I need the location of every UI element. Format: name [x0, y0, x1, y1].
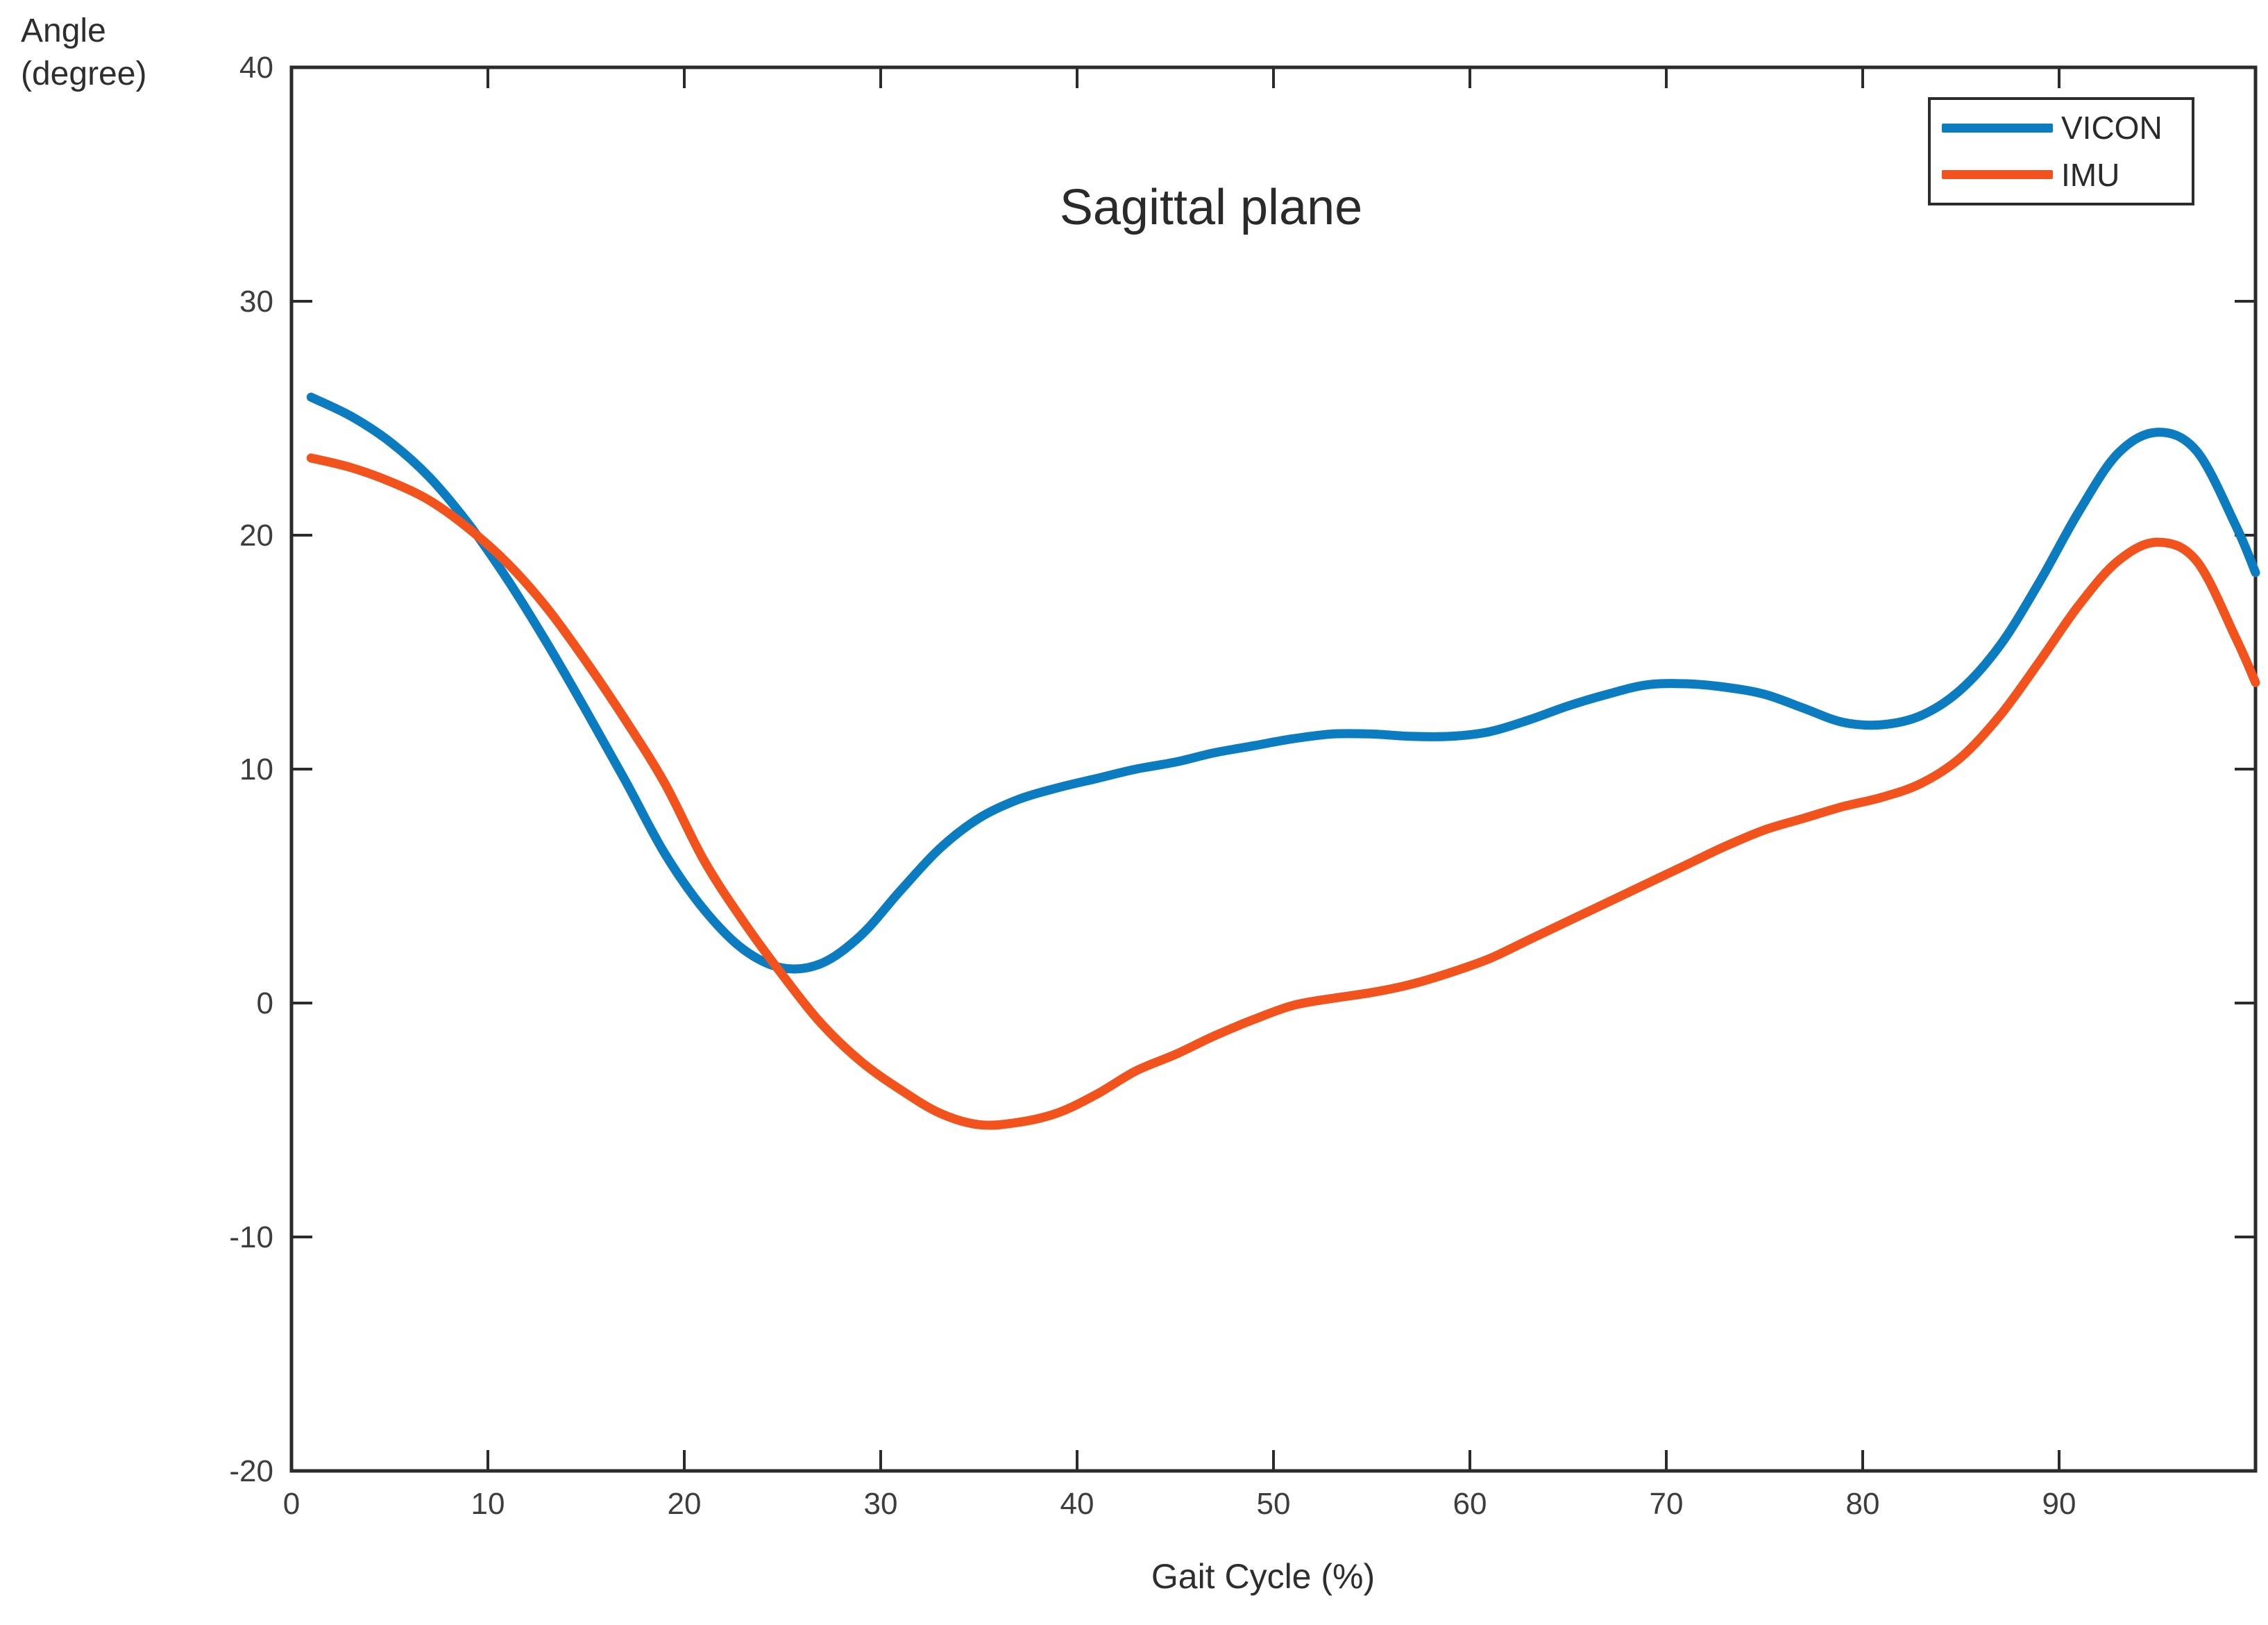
x-tick-label: 80 — [1846, 1487, 1880, 1521]
legend-item-vicon: VICON — [1931, 109, 2192, 146]
y-tick-label: -10 — [229, 1220, 273, 1254]
x-tick-label: 40 — [1060, 1487, 1094, 1521]
y-tick-label: -20 — [229, 1454, 273, 1488]
chart-title: Sagittal plane — [1059, 180, 1363, 235]
x-tick-label: 50 — [1257, 1487, 1291, 1521]
imu-line — [306, 453, 2260, 1130]
legend-label-vicon: VICON — [2061, 110, 2163, 146]
y-tick-label: 20 — [239, 519, 273, 553]
y-tick-label: 30 — [239, 285, 273, 319]
x-tick-label: 20 — [668, 1487, 702, 1521]
y-axis-label-line2: (degree) — [21, 56, 147, 92]
x-tick-label: 60 — [1453, 1487, 1487, 1521]
x-tick-label: 10 — [471, 1487, 505, 1521]
x-axis-label: Gait Cycle (%) — [1151, 1557, 1376, 1596]
y-axis-label: Angle (degree) — [21, 10, 146, 96]
vicon-line — [306, 392, 2260, 974]
legend: VICON IMU — [1928, 97, 2194, 205]
vicon-line-swatch — [1942, 123, 2053, 133]
x-tick-label: 70 — [1650, 1487, 1684, 1521]
y-axis-label-line1: Angle — [21, 12, 106, 49]
x-tick-label: 90 — [2042, 1487, 2076, 1521]
y-tick-label: 10 — [239, 752, 273, 786]
x-tick-label: 0 — [283, 1487, 300, 1521]
x-tick-label: 30 — [864, 1487, 898, 1521]
legend-item-imu: IMU — [1931, 156, 2192, 194]
legend-label-imu: IMU — [2061, 156, 2120, 193]
y-tick-label: 0 — [257, 986, 273, 1020]
axes-box — [289, 65, 2258, 1473]
y-tick-label: 40 — [239, 51, 273, 85]
imu-line-swatch — [1942, 170, 2053, 180]
